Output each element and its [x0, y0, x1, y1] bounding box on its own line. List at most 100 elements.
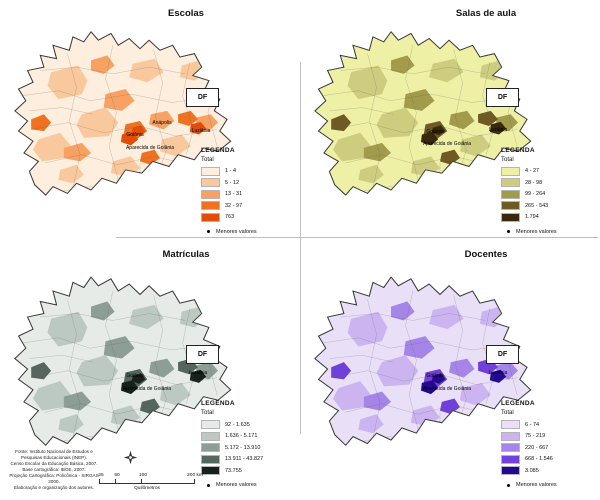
legend-escolas: LEGENDA Total 1 - 4 5 - 12 13 - 31 32 - … [201, 147, 293, 235]
map-panel-salas-de-aula: Salas de aula DF Goiânia Aparecida de Go… [300, 0, 600, 237]
map-title-escolas: Escolas [168, 8, 204, 19]
legend-row: 668 - 1.546 [501, 454, 593, 464]
scale-bar-caption: Quilômetros [134, 486, 160, 491]
legend-swatch [501, 431, 520, 441]
credit-line: Base cartográfica: IBGE, 2007. [22, 466, 86, 472]
scale-tick-label: 200 km [187, 473, 203, 478]
legend-class-label: 5.172 - 13.910 [225, 444, 261, 451]
legend-class-label: 668 - 1.546 [525, 456, 553, 463]
legend-salas-de-aula: LEGENDA Total 4 - 27 28 - 98 99 - 264 26… [501, 147, 593, 235]
city-label-anapolis: Anápolis [152, 119, 172, 126]
legend-swatch [501, 201, 520, 211]
legend-row: 13.911 - 43.827 [201, 454, 293, 464]
city-label-goiania: Goiânia [426, 372, 444, 379]
df-label-box: DF [186, 344, 219, 364]
legend-class-label: 75 - 219 [525, 433, 546, 440]
scale-tick-label: 50 [114, 473, 120, 478]
scale-bar-line [99, 479, 195, 484]
legend-note-text: Menores valores [216, 482, 257, 489]
legend-swatch [201, 454, 220, 464]
legend-swatch [501, 166, 520, 176]
legend-swatch [201, 166, 220, 176]
legend-subtitle: Total [501, 410, 514, 417]
legend-class-label: 3.085 [525, 467, 539, 474]
dot-marker-icon [507, 483, 510, 487]
credit-line: Projeção Cartográfica: Policônica - SIRG… [9, 472, 99, 484]
legend-class-label: 763 [225, 214, 235, 221]
map-panel-escolas: Escolas DF Anápolis Goiânia Aparecida de… [0, 0, 300, 237]
scale-tick-label: 25 [98, 473, 104, 478]
legend-class-label: 13.911 - 43.827 [225, 456, 264, 463]
legend-row: 265 - 543 [501, 201, 593, 211]
credit-line: Pesquisas Educacionais (INEP). [20, 454, 88, 460]
legend-row: 32 - 97 [201, 201, 293, 211]
legend-swatch [201, 178, 220, 188]
legend-note: Menores valores [201, 229, 293, 235]
legend-class-label: 6 - 74 [525, 421, 540, 428]
legend-row: 99 - 264 [501, 189, 593, 199]
df-label: DF [497, 93, 508, 101]
legend-matriculas: LEGENDA Total 92 - 1.635 1.636 - 5.171 5… [201, 400, 293, 488]
map-panel-matriculas: Matrículas DF Goiânia Aparecida de Goiân… [0, 237, 300, 500]
legend-class-label: 1.636 - 5.171 [225, 433, 258, 440]
legend-subtitle: Total [201, 156, 214, 163]
df-label-box: DF [186, 87, 219, 107]
legend-title: LEGENDA [201, 146, 235, 154]
scale-bar: 25 50 100 200 km Quilômetros [97, 473, 209, 491]
df-label: DF [497, 350, 508, 358]
legend-row: 92 - 1.635 [201, 420, 293, 430]
vertical-divider [300, 62, 301, 434]
legend-note: Menores valores [501, 482, 593, 488]
legend-class-label: 265 - 543 [525, 202, 549, 209]
legend-note-text: Menores valores [216, 228, 257, 235]
map-title-salas-de-aula: Salas de aula [455, 8, 517, 19]
legend-swatch [501, 212, 520, 222]
legend-swatch [501, 454, 520, 464]
map-panel-docentes: Docentes DF Goiânia Aparecida de Goiânia… [300, 237, 600, 500]
legend-class-label: 1 - 4 [225, 168, 237, 175]
city-label-luziania: Luziânia [488, 126, 508, 133]
city-label-aparecida: Aparecida de Goiânia [422, 385, 472, 392]
city-label-aparecida: Aparecida de Goiânia [122, 385, 172, 392]
credit-line: Fonte: Instituto Nacional de Estudos e [15, 449, 93, 454]
legend-swatch [201, 443, 220, 453]
df-label: DF [197, 93, 208, 101]
legend-class-label: 99 - 264 [525, 191, 546, 198]
legend-class-label: 1.794 [525, 214, 539, 221]
legend-note: Menores valores [501, 229, 593, 235]
legend-class-label: 92 - 1.635 [225, 421, 250, 428]
legend-swatch [201, 189, 220, 199]
legend-class-label: 28 - 98 [525, 179, 543, 186]
df-label-box: DF [486, 344, 519, 364]
legend-row: 4 - 27 [501, 166, 593, 176]
legend-swatch [201, 466, 220, 476]
north-arrow-icon [123, 450, 138, 465]
city-label-luziania: Luziânia [191, 128, 211, 135]
legend-row: 1 - 4 [201, 166, 293, 176]
legend-title: LEGENDA [501, 146, 535, 154]
legend-swatch [201, 420, 220, 430]
map-title-docentes: Docentes [464, 249, 508, 260]
legend-swatch [201, 431, 220, 441]
legend-title: LEGENDA [201, 400, 235, 408]
legend-class-label: 32 - 97 [225, 202, 243, 209]
scale-bar-labels: 25 50 100 200 km [97, 473, 209, 479]
legend-note-text: Menores valores [516, 482, 557, 489]
legend-swatch [501, 466, 520, 476]
legend-row: 6 - 74 [501, 420, 593, 430]
source-credits: Fonte: Instituto Nacional de Estudos e P… [5, 449, 103, 491]
city-label-luziania: Luziânia [188, 370, 208, 377]
legend-row: 73.755 [201, 466, 293, 476]
legend-swatch [501, 189, 520, 199]
legend-row: 13 - 31 [201, 189, 293, 199]
legend-row: 75 - 219 [501, 431, 593, 441]
legend-class-label: 73.755 [225, 467, 242, 474]
dot-marker-icon [207, 483, 210, 487]
city-label-aparecida: Aparecida de Goiânia [422, 141, 472, 148]
dot-marker-icon [207, 230, 210, 234]
legend-row: 763 [201, 212, 293, 222]
credit-line: Censo Escolar da Educação Básica, 2007. [10, 460, 98, 466]
df-label-box: DF [486, 87, 519, 107]
city-label-luziania: Luziânia [488, 370, 508, 377]
